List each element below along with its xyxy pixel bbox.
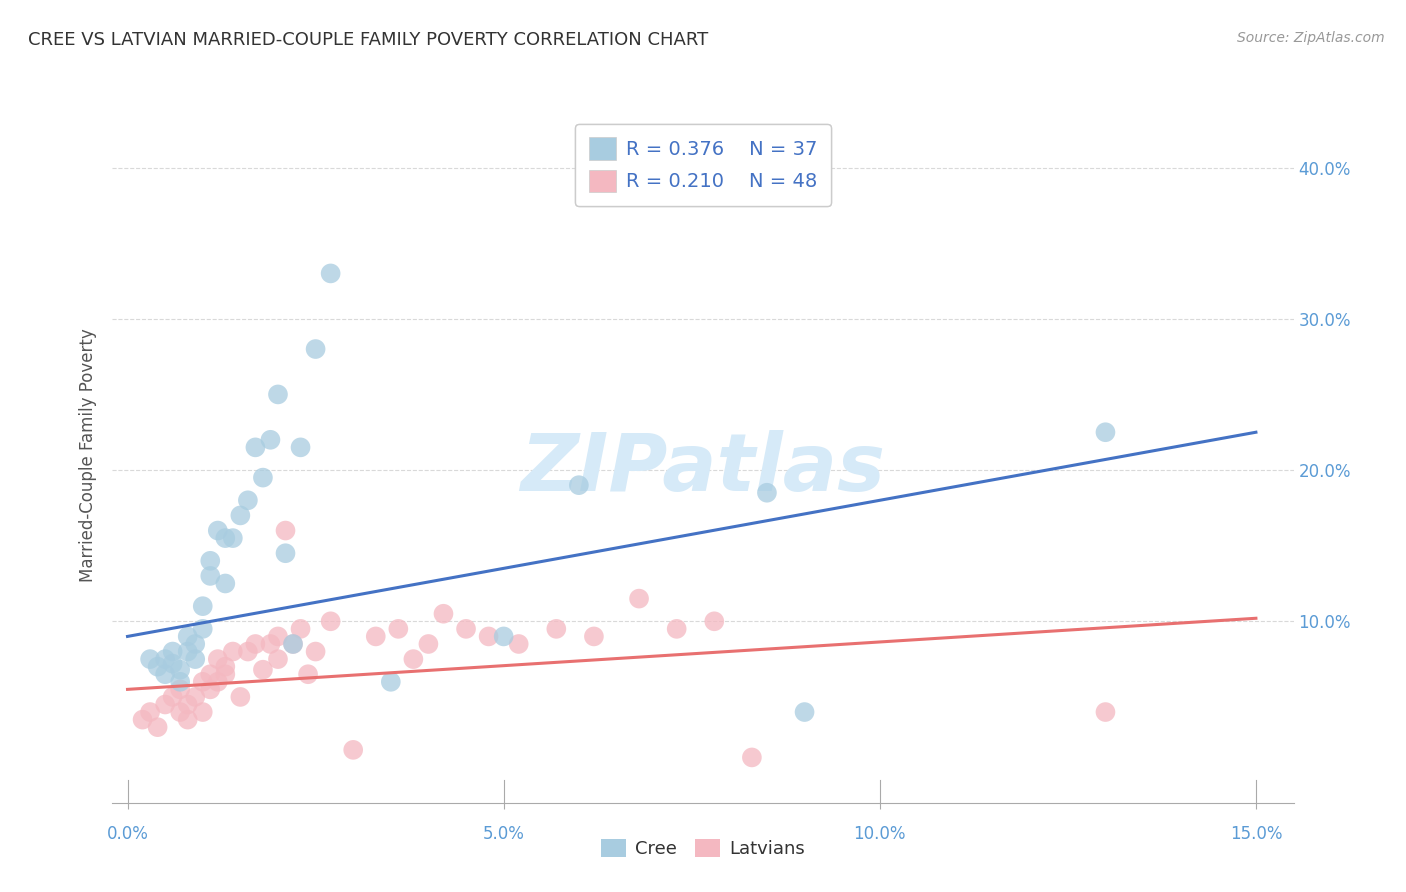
Point (281, 637, 304, 651)
Point (146, 659, 169, 673)
Point (200, 682, 222, 697)
Point (304, 342, 326, 356)
Text: 5.0%: 5.0% (482, 825, 524, 843)
Point (191, 674, 214, 689)
Point (267, 387, 290, 401)
Point (207, 674, 229, 689)
Point (177, 644, 200, 658)
Point (191, 599, 214, 614)
Point (146, 720, 169, 734)
Point (214, 659, 236, 673)
Text: CREE VS LATVIAN MARRIED-COUPLE FAMILY POVERTY CORRELATION CHART: CREE VS LATVIAN MARRIED-COUPLE FAMILY PO… (28, 31, 709, 49)
Point (741, 750, 763, 764)
Point (229, 690, 252, 704)
Point (245, 637, 267, 651)
Point (1094, 425, 1116, 440)
Point (319, 615, 342, 629)
Point (267, 652, 290, 666)
Point (454, 622, 477, 636)
Point (191, 705, 214, 719)
Point (162, 657, 184, 671)
Point (432, 607, 454, 621)
Point (169, 705, 191, 719)
Point (200, 569, 222, 583)
Text: 15.0%: 15.0% (1230, 825, 1282, 843)
Point (665, 622, 688, 636)
Point (214, 576, 236, 591)
Point (508, 637, 530, 651)
Point (319, 267, 342, 281)
Point (162, 644, 184, 658)
Point (191, 622, 214, 636)
Point (492, 629, 515, 643)
Point (236, 493, 259, 508)
Point (274, 546, 297, 560)
Point (259, 433, 281, 447)
Point (162, 690, 184, 704)
Legend: R = 0.376    N = 37, R = 0.210    N = 48: R = 0.376 N = 37, R = 0.210 N = 48 (575, 124, 831, 205)
Point (229, 508, 252, 523)
Point (259, 637, 281, 651)
Point (222, 644, 245, 658)
Point (207, 524, 229, 538)
Point (153, 667, 176, 681)
Point (478, 629, 501, 643)
Text: Source: ZipAtlas.com: Source: ZipAtlas.com (1237, 31, 1385, 45)
Text: 0.0%: 0.0% (107, 825, 149, 843)
Point (568, 478, 591, 492)
Text: 10.0%: 10.0% (853, 825, 905, 843)
Point (703, 615, 725, 629)
Point (177, 713, 200, 727)
Point (153, 698, 176, 712)
Point (387, 622, 409, 636)
Point (342, 743, 364, 757)
Point (200, 554, 222, 568)
Point (207, 652, 229, 666)
Point (290, 441, 312, 455)
Point (252, 470, 274, 484)
Point (177, 629, 200, 643)
Point (402, 652, 425, 666)
Point (169, 682, 191, 697)
Point (252, 663, 274, 677)
Y-axis label: Married-Couple Family Poverty: Married-Couple Family Poverty (79, 328, 97, 582)
Legend: Cree, Latvians: Cree, Latvians (593, 831, 813, 865)
Point (153, 652, 176, 666)
Point (281, 637, 304, 651)
Point (364, 629, 387, 643)
Point (755, 485, 778, 500)
Point (582, 629, 605, 643)
Point (546, 622, 568, 636)
Point (628, 591, 651, 606)
Point (793, 705, 815, 719)
Point (267, 629, 290, 643)
Point (214, 667, 236, 681)
Point (236, 644, 259, 658)
Point (290, 622, 312, 636)
Text: ZIPatlas: ZIPatlas (520, 430, 886, 508)
Point (184, 690, 207, 704)
Point (304, 644, 326, 658)
Point (1094, 705, 1116, 719)
Point (139, 705, 162, 719)
Point (169, 674, 191, 689)
Point (184, 637, 207, 651)
Point (177, 698, 200, 712)
Point (245, 441, 267, 455)
Point (274, 524, 297, 538)
Point (184, 652, 207, 666)
Point (214, 531, 236, 545)
Point (169, 663, 191, 677)
Point (131, 713, 153, 727)
Point (200, 667, 222, 681)
Point (222, 531, 245, 545)
Point (297, 667, 319, 681)
Point (139, 652, 162, 666)
Point (418, 637, 440, 651)
Point (380, 674, 402, 689)
